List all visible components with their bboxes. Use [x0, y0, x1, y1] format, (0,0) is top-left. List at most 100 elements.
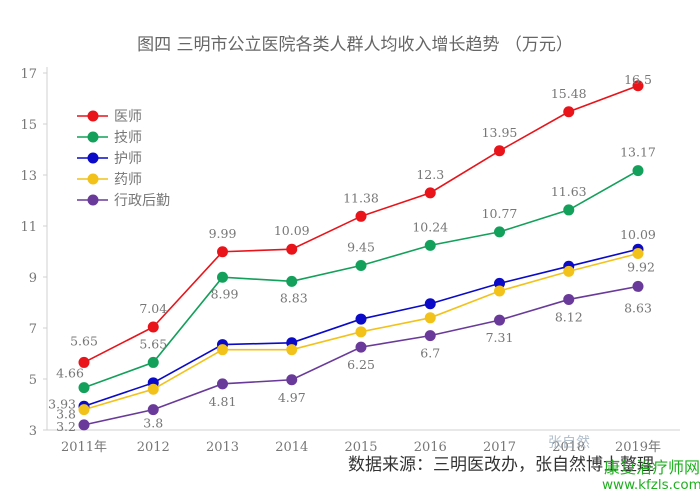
- data-label: 4.81: [209, 394, 237, 409]
- data-point: [494, 314, 505, 326]
- data-point: [78, 419, 90, 431]
- data-point: [355, 326, 367, 338]
- legend-marker: [87, 152, 99, 164]
- data-point: [424, 312, 436, 324]
- data-label: 10.09: [620, 227, 656, 242]
- data-point: [217, 271, 228, 283]
- y-tick-label: 9: [29, 271, 37, 286]
- y-tick-label: 15: [20, 118, 37, 133]
- data-point: [494, 226, 505, 238]
- data-label: 4.66: [56, 366, 84, 381]
- legend-marker: [87, 173, 99, 185]
- x-tick-label: 2012: [137, 440, 170, 455]
- data-point: [424, 239, 436, 251]
- data-label: 9.99: [209, 226, 237, 241]
- watermark-site-name: 康复治疗师网: [604, 458, 700, 477]
- data-point: [424, 187, 436, 199]
- data-point: [424, 298, 436, 310]
- data-label: 9.45: [347, 240, 375, 255]
- data-source: 数据来源：三明医改办，张自然博士整理: [348, 455, 654, 475]
- data-label: 11.63: [551, 184, 587, 199]
- data-point: [494, 277, 505, 289]
- author-stamp: 张自然: [548, 434, 590, 451]
- data-label: 8.63: [624, 300, 652, 315]
- data-point: [286, 275, 298, 287]
- data-label: 3.2: [56, 419, 76, 434]
- data-point: [78, 356, 90, 368]
- data-point: [632, 80, 644, 92]
- data-label: 3.93: [48, 396, 76, 411]
- watermark-url: www.kfzls.com: [602, 477, 700, 493]
- x-tick-label: 2017: [483, 440, 516, 455]
- y-tick-label: 17: [20, 67, 37, 82]
- data-label: 5.65: [70, 333, 98, 348]
- data-label: 10.77: [482, 206, 518, 221]
- data-label: 8.12: [555, 309, 583, 324]
- data-point: [632, 248, 644, 260]
- data-label: 13.17: [620, 145, 656, 160]
- data-point: [355, 341, 367, 353]
- data-point: [355, 313, 367, 325]
- y-tick-label: 5: [29, 373, 37, 388]
- legend-marker: [87, 131, 99, 143]
- data-point: [78, 404, 90, 416]
- x-tick-label: 2015: [344, 440, 377, 455]
- y-tick-label: 7: [29, 322, 37, 337]
- data-point: [286, 344, 298, 356]
- legend-label: 药师: [114, 172, 142, 188]
- data-point: [632, 165, 644, 177]
- legend-label: 行政后勤: [114, 193, 170, 209]
- x-tick-label: 2014: [275, 440, 308, 455]
- data-point: [494, 285, 505, 297]
- data-point: [217, 246, 228, 258]
- data-point: [632, 280, 644, 292]
- data-point: [286, 243, 298, 255]
- data-point: [563, 204, 575, 216]
- axes: 3 5 7 9 11 13 15 17 2011年 2012 2013 2014 2015 2016 201…: [20, 67, 680, 455]
- data-label: 6.25: [347, 357, 375, 372]
- data-label: 16.5: [624, 72, 652, 87]
- data-label: 7.04: [139, 301, 167, 316]
- data-point: [217, 378, 228, 390]
- legend-item: 医师: [77, 109, 142, 125]
- legend-marker: [87, 194, 99, 206]
- legend-item: 护师: [77, 151, 142, 167]
- data-label: 7.31: [486, 330, 514, 345]
- data-point: [147, 404, 159, 416]
- legend-item: 技师: [77, 130, 142, 146]
- data-label: 5.65: [139, 336, 167, 351]
- legend-item: 行政后勤: [77, 193, 170, 209]
- legend-label: 技师: [114, 130, 142, 146]
- legend-item: 药师: [77, 172, 142, 188]
- legend-label: 护师: [114, 151, 142, 167]
- data-point: [286, 374, 298, 386]
- data-point: [147, 356, 159, 368]
- data-label: 12.3: [416, 167, 444, 182]
- data-point: [355, 260, 367, 272]
- data-point: [147, 321, 159, 333]
- x-tick-label: 2018: [552, 440, 585, 455]
- y-tick-label: 3: [29, 424, 37, 439]
- x-tick-label: 2016: [414, 440, 447, 455]
- data-point: [563, 106, 575, 118]
- x-tick-label: 2019年: [615, 440, 661, 455]
- x-tick-label: 2011年: [61, 440, 107, 455]
- x-tick-label: 2013: [206, 440, 239, 455]
- legend-label: 医师: [114, 109, 142, 125]
- data-labels: 5.65 7.04 9.99 10.09 11.38 12.3 13.95 15.48 16.5…: [48, 72, 656, 434]
- data-label: 9.92: [627, 260, 655, 275]
- chart-title: 图四 三明市公立医院各类人群人均收入增长趋势 （万元）: [137, 35, 573, 55]
- data-label: 13.95: [482, 125, 518, 140]
- data-point: [424, 330, 436, 342]
- data-point: [563, 293, 575, 305]
- data-label: 15.48: [551, 86, 587, 101]
- data-label: 10.09: [274, 223, 310, 238]
- y-tick-label: 11: [20, 220, 37, 235]
- data-label: 6.7: [420, 346, 440, 361]
- data-point: [355, 210, 367, 222]
- data-label: 3.8: [56, 407, 76, 422]
- data-point: [147, 383, 159, 395]
- legend-marker: [87, 110, 99, 122]
